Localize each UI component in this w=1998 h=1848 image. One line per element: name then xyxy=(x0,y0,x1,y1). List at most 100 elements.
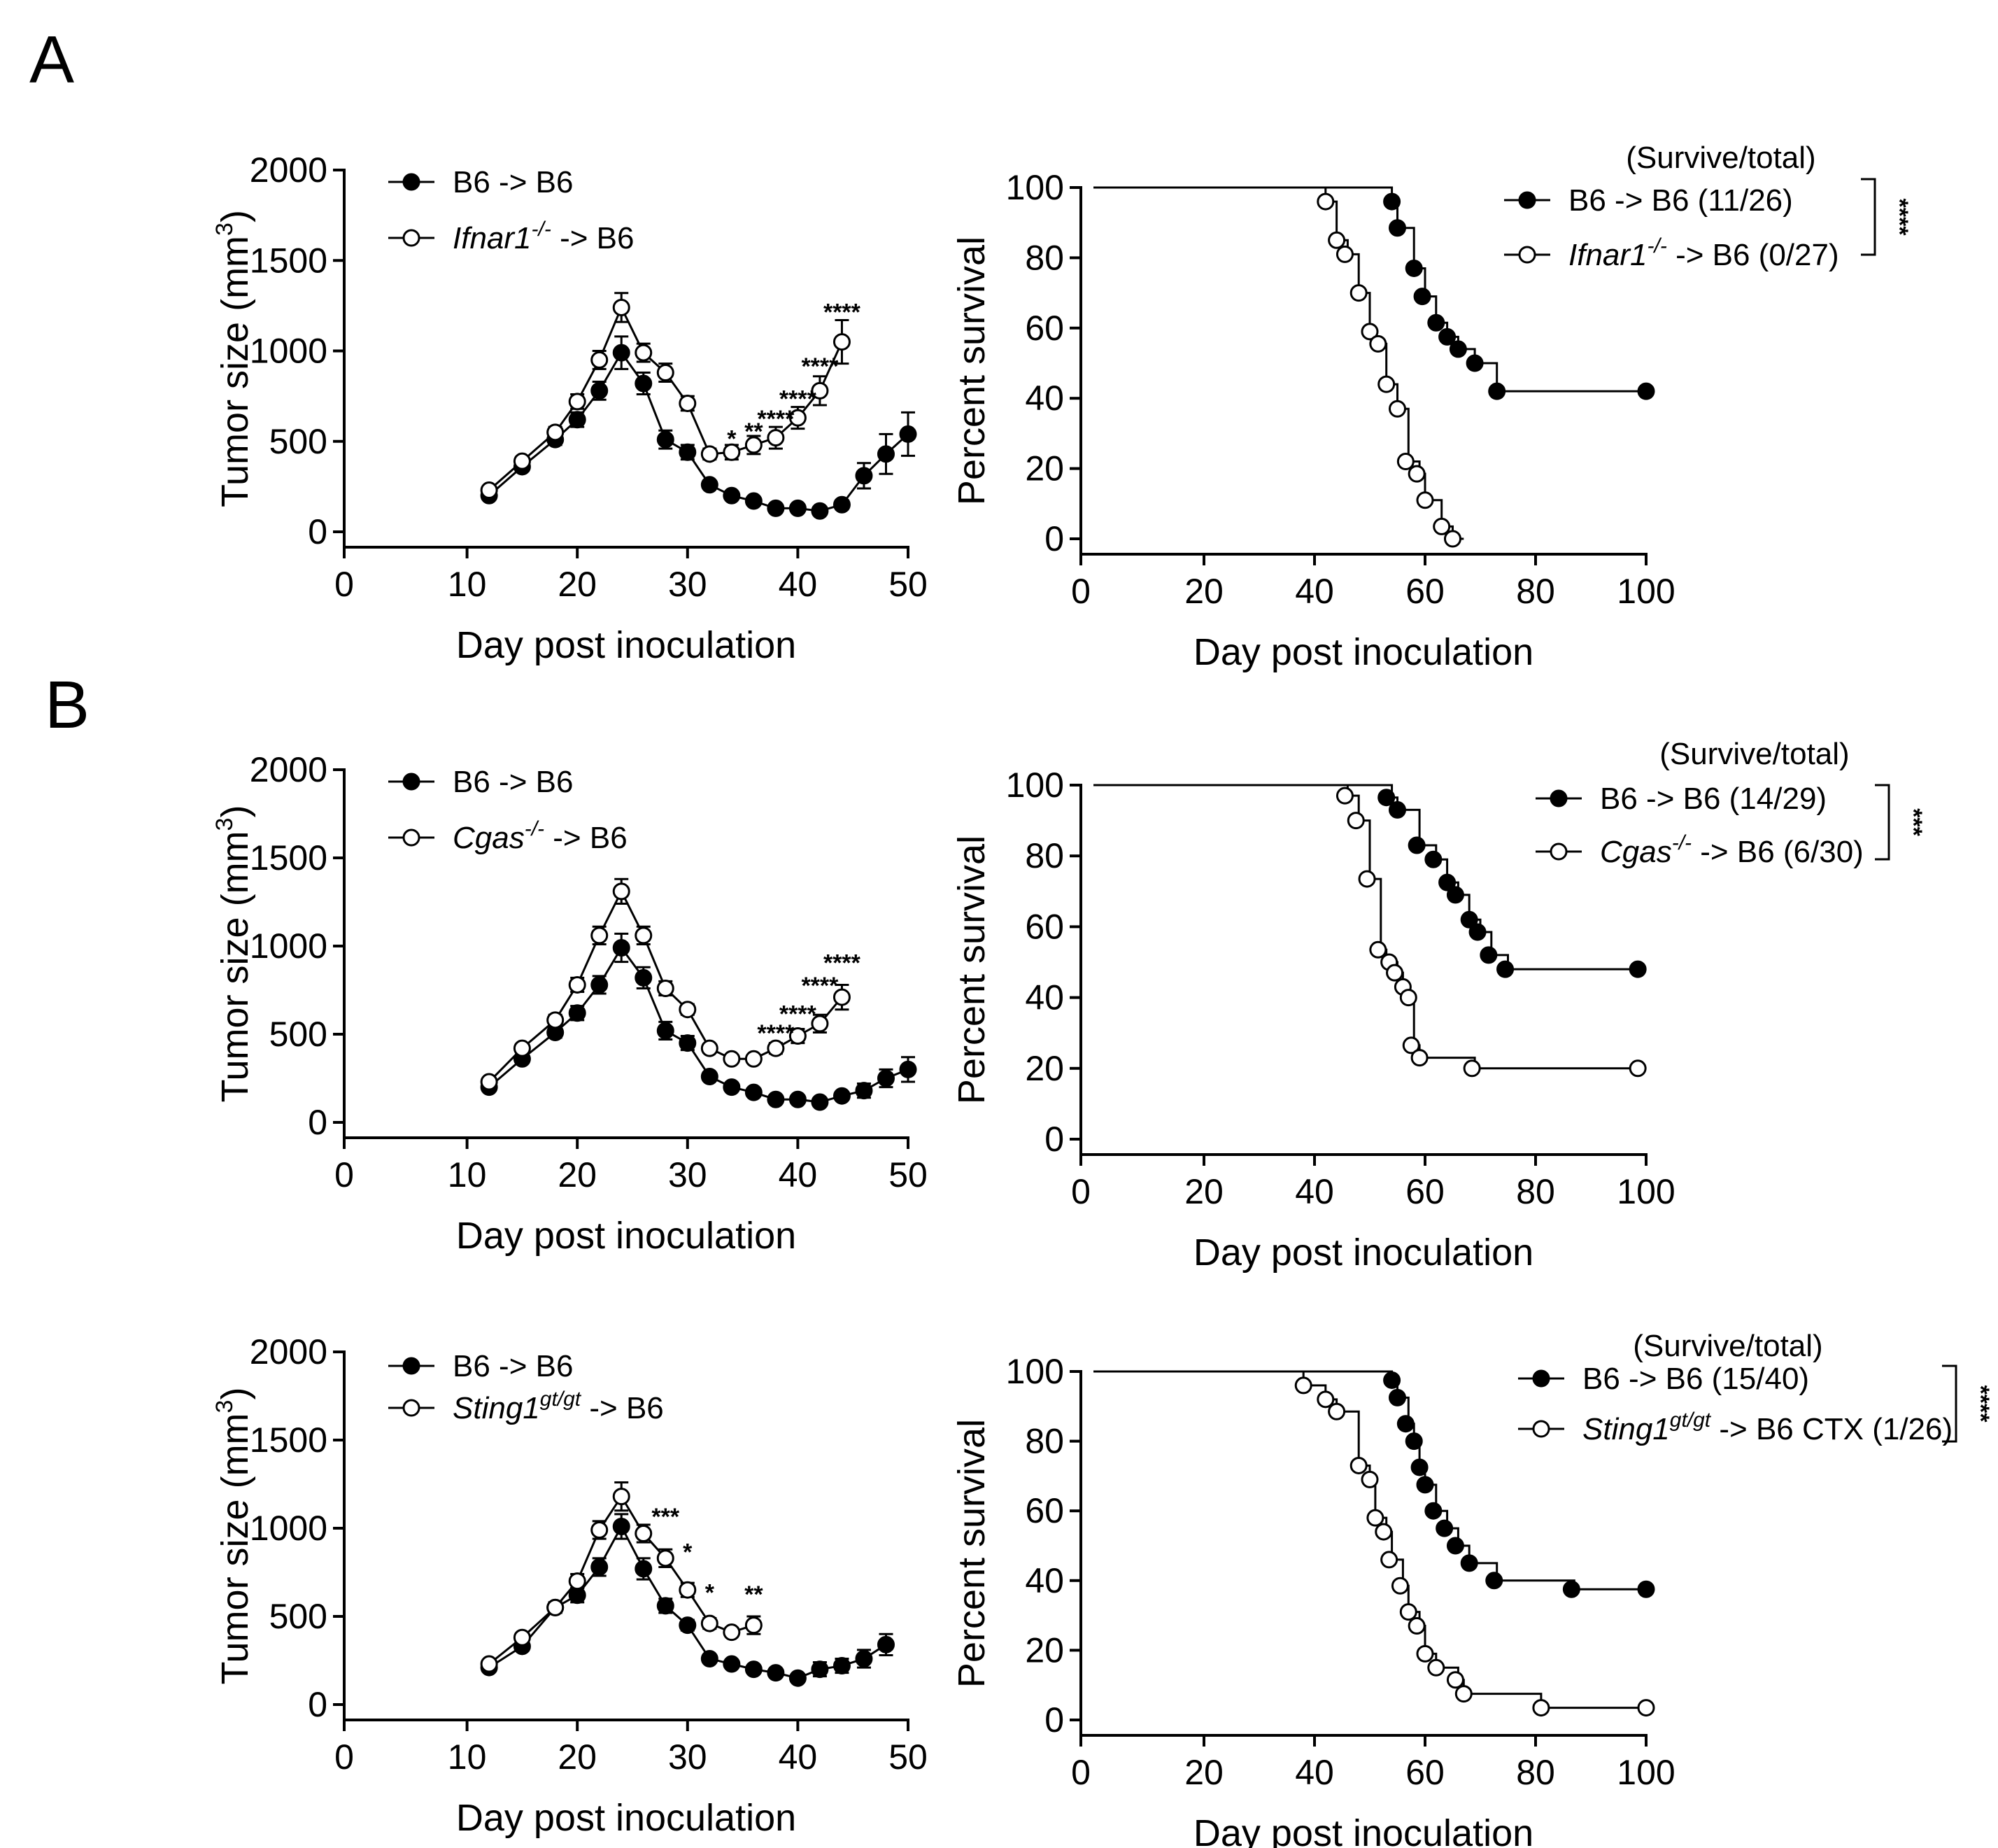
legend-marker-filled xyxy=(1550,789,1568,807)
data-point xyxy=(1637,382,1655,400)
y-tick-label: 100 xyxy=(1006,168,1064,207)
series-open xyxy=(1093,784,1647,1078)
significance-marker: *** xyxy=(651,1504,679,1530)
data-point xyxy=(635,926,653,945)
data-point xyxy=(1488,382,1506,400)
significance-bracket xyxy=(1942,1364,1957,1443)
survival-step-line xyxy=(1093,1370,1646,1709)
data-point xyxy=(1468,923,1487,941)
data-point xyxy=(1328,231,1346,249)
legend-header: (Survive/total) xyxy=(1659,737,1849,771)
data-point xyxy=(723,1050,741,1068)
data-point xyxy=(590,351,609,369)
legend: (Survive/total) B6 -> B6 (11/26) Ifnar1-/-… xyxy=(1504,141,1913,272)
x-tick-label: 60 xyxy=(1405,1753,1445,1792)
series-open xyxy=(480,877,851,1091)
y-tick-label: 2000 xyxy=(250,1332,327,1371)
significance-marker: ** xyxy=(744,418,763,445)
significance-bracket xyxy=(1861,178,1876,256)
series-filled xyxy=(480,932,917,1111)
y-tick-label: 0 xyxy=(1044,1700,1064,1740)
data-point xyxy=(1347,812,1365,830)
data-point xyxy=(767,499,785,517)
significance-marker: **** xyxy=(823,299,861,326)
legend-marker-filled xyxy=(402,1357,420,1375)
x-tick-label: 40 xyxy=(779,565,818,604)
x-tick-label: 80 xyxy=(1516,572,1555,611)
y-tick-label: 500 xyxy=(269,422,327,461)
data-point xyxy=(788,1027,807,1045)
y-tick-label: 80 xyxy=(1025,836,1064,875)
y-tick-label: 500 xyxy=(269,1597,327,1636)
x-tick-label: 30 xyxy=(668,565,707,604)
data-point xyxy=(1424,1502,1443,1520)
data-point xyxy=(1629,1059,1647,1078)
data-point xyxy=(656,430,674,449)
x-tick-label: 80 xyxy=(1516,1753,1555,1792)
legend-label: Ifnar1-/- -> B6 (0/27) xyxy=(1568,234,1839,272)
data-point xyxy=(1408,465,1426,483)
data-point xyxy=(1317,1390,1335,1409)
data-point xyxy=(744,1616,763,1635)
data-point xyxy=(723,1078,741,1096)
data-point xyxy=(767,1039,785,1057)
panel-label-a: A xyxy=(29,22,74,97)
data-point xyxy=(832,1087,851,1105)
data-point xyxy=(1361,1470,1379,1488)
data-point xyxy=(590,1558,609,1576)
legend-label: B6 -> B6 xyxy=(453,765,573,799)
y-tick-label: 1500 xyxy=(250,241,327,280)
data-point xyxy=(1380,1551,1398,1569)
y-tick-label: 0 xyxy=(1044,519,1064,558)
data-point xyxy=(1405,1432,1423,1451)
data-point xyxy=(1366,1509,1384,1527)
significance-marker: **** xyxy=(779,386,817,413)
data-point xyxy=(832,1657,851,1675)
x-tick-label: 0 xyxy=(1071,1753,1091,1792)
x-tick-label: 10 xyxy=(448,1737,487,1777)
chart-a1: 0 500 1000 1500 2000 0 10 20 30 40 50 Day post inoc… xyxy=(211,150,928,666)
data-point xyxy=(832,495,851,514)
data-point xyxy=(700,445,718,463)
data-point xyxy=(656,1549,674,1567)
data-point xyxy=(513,1039,531,1057)
series-line xyxy=(488,304,843,491)
x-axis-title: Day post inoculation xyxy=(456,624,796,666)
significance-marker: **** xyxy=(801,353,839,380)
legend-marker-filled xyxy=(1532,1369,1550,1388)
data-point xyxy=(1413,288,1431,306)
data-point xyxy=(1377,375,1396,393)
data-point xyxy=(1408,836,1426,854)
series-open xyxy=(480,292,851,500)
data-point xyxy=(612,882,630,901)
legend-label: Ifnar1-/- -> B6 xyxy=(453,218,634,255)
legend-marker-open xyxy=(1518,246,1536,264)
data-point xyxy=(1427,1658,1445,1677)
x-tick-label: 40 xyxy=(1295,1172,1334,1211)
significance-marker: **** xyxy=(823,950,861,976)
x-tick-label: 10 xyxy=(448,565,487,604)
y-tick-label: 60 xyxy=(1025,907,1064,946)
data-point xyxy=(635,1560,653,1578)
x-axis-title: Day post inoculation xyxy=(1193,631,1533,673)
y-axis-title: Percent survival xyxy=(951,237,993,505)
data-point xyxy=(1391,1577,1409,1595)
data-point xyxy=(612,1488,630,1506)
significance-bracket xyxy=(1875,784,1890,861)
x-tick-label: 20 xyxy=(558,1155,597,1194)
data-point xyxy=(723,1655,741,1673)
legend-marker-open xyxy=(1532,1420,1550,1438)
data-point xyxy=(899,425,917,443)
data-point xyxy=(744,436,763,454)
x-axis-title: Day post inoculation xyxy=(1193,1232,1533,1274)
series-filled xyxy=(1093,784,1647,978)
data-point xyxy=(1386,964,1404,982)
legend-marker-open xyxy=(402,828,420,847)
survival-step-line xyxy=(1093,784,1641,1070)
data-point xyxy=(656,979,674,997)
data-point xyxy=(700,1614,718,1632)
data-point xyxy=(700,1067,718,1085)
x-tick-label: 20 xyxy=(558,565,597,604)
x-tick-label: 50 xyxy=(888,1737,928,1777)
y-tick-label: 0 xyxy=(308,512,327,551)
